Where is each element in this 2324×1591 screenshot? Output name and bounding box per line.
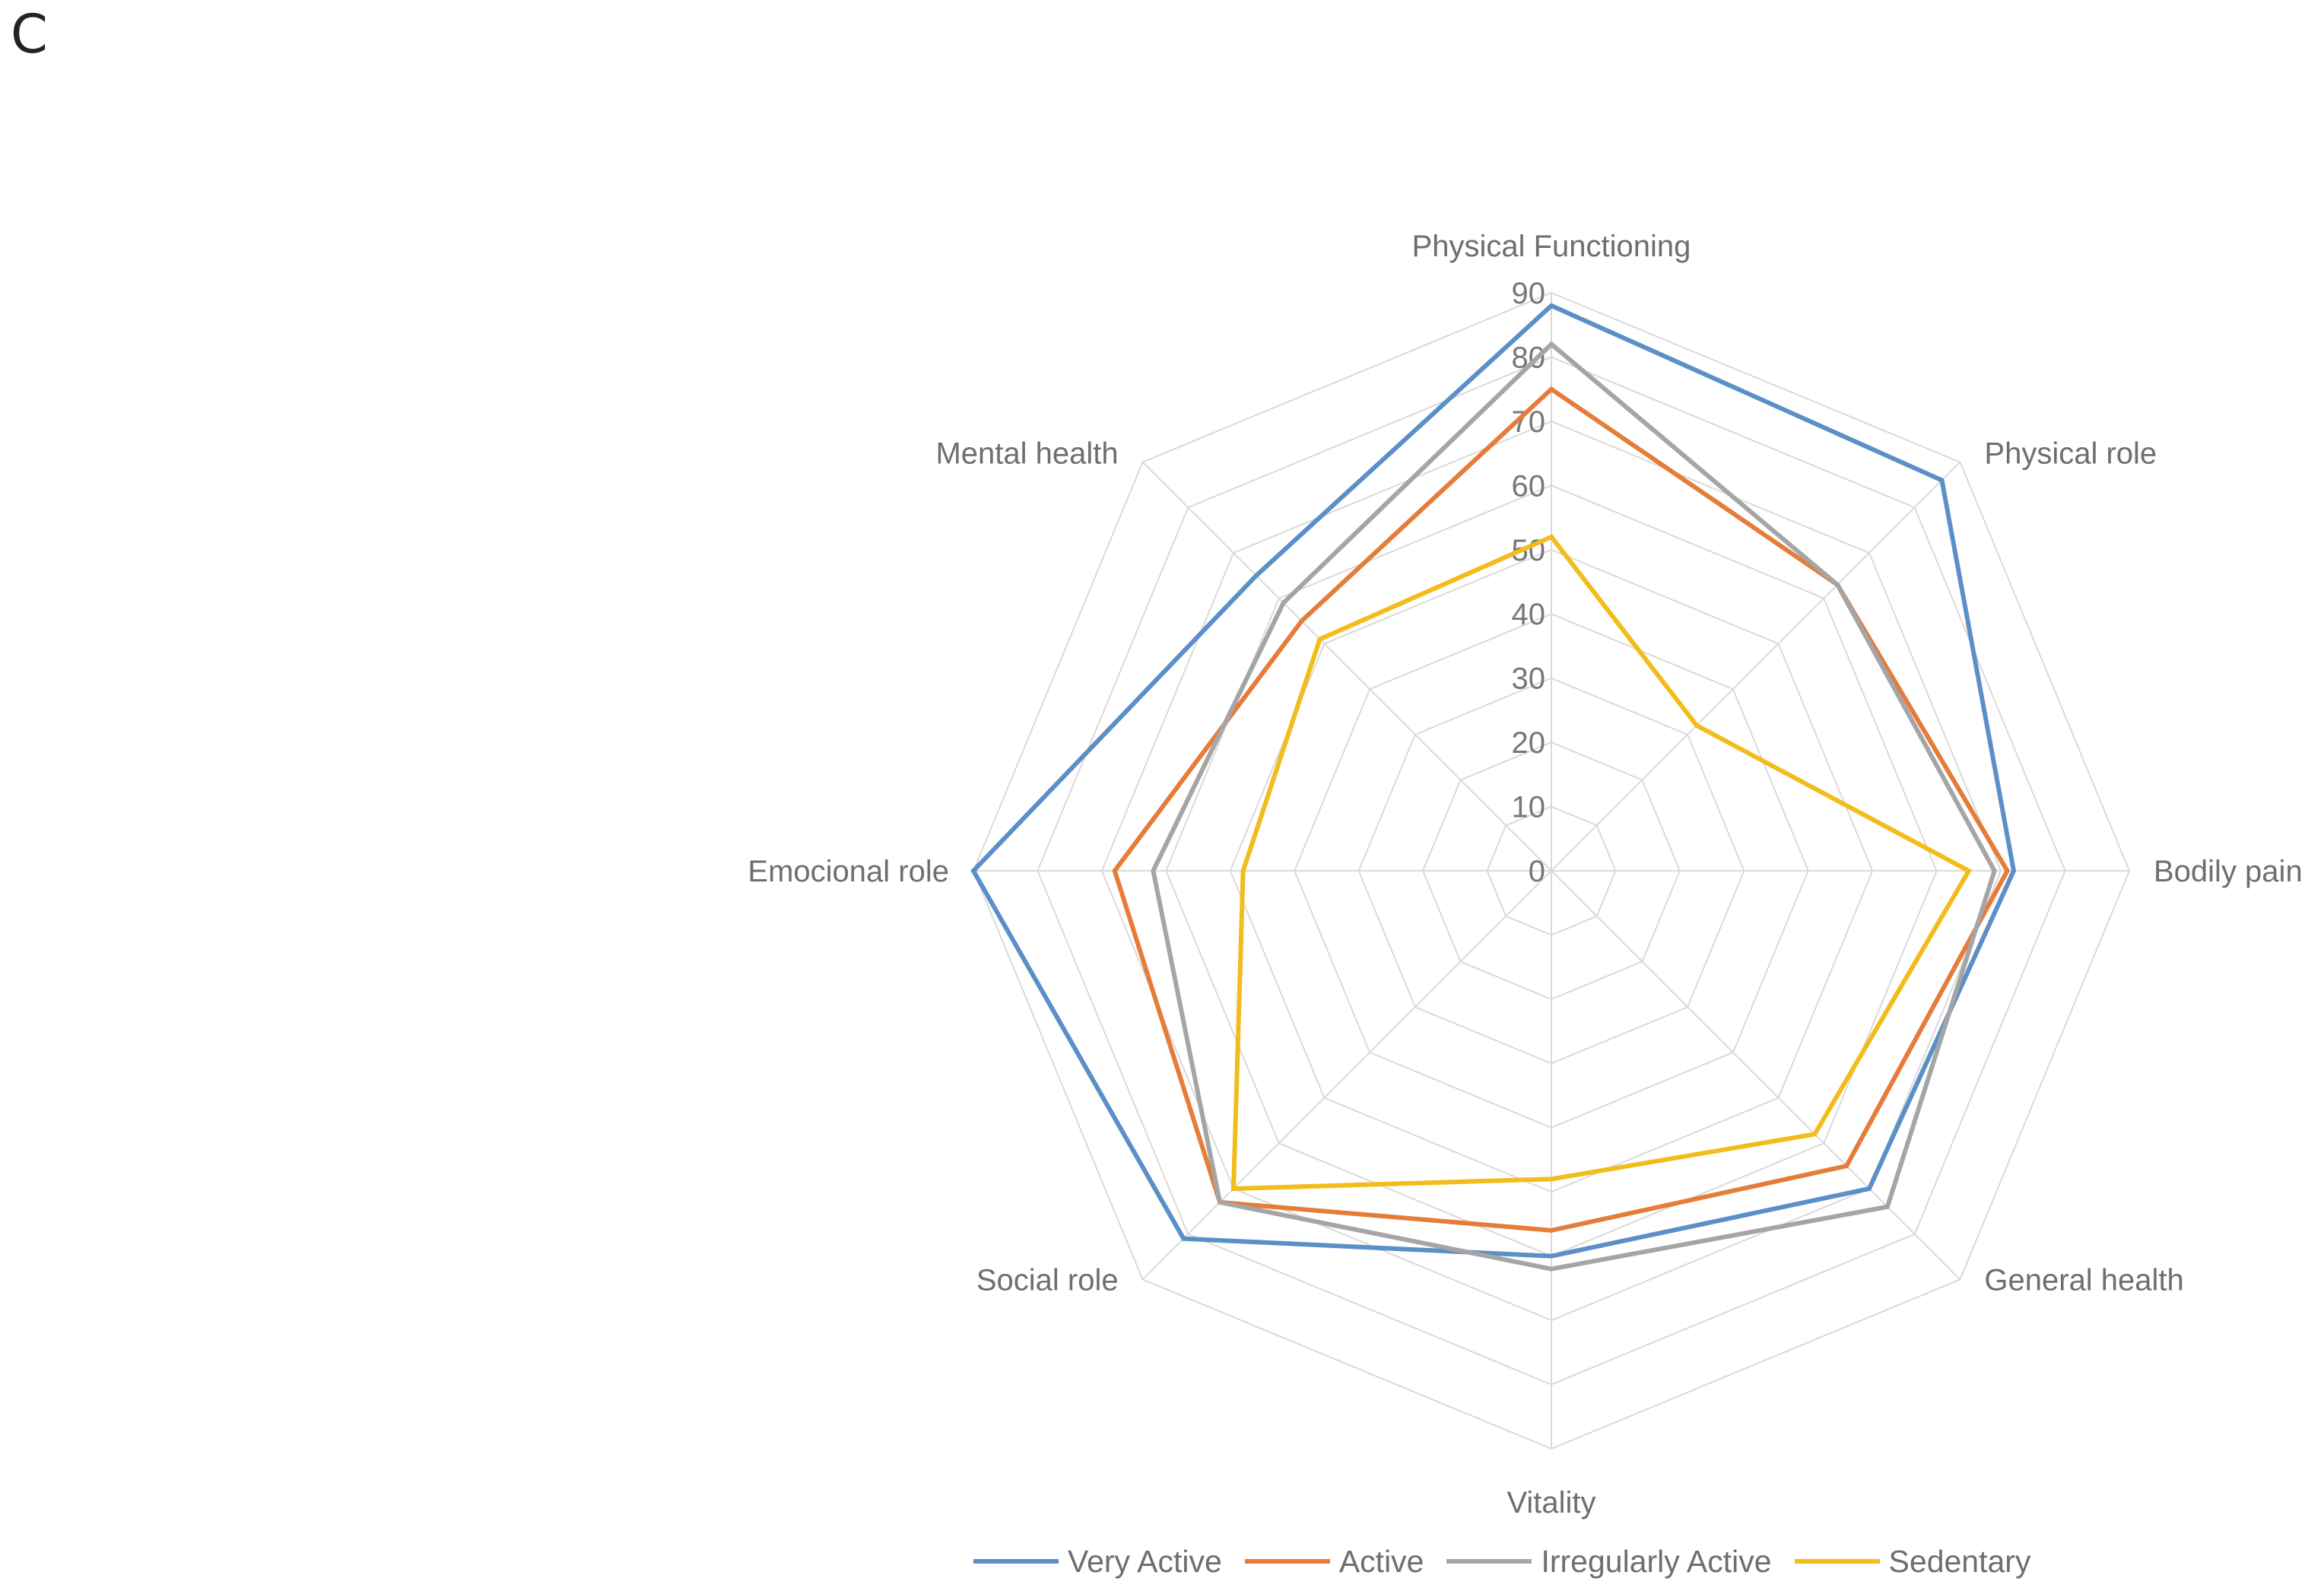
series-lines	[970, 303, 2017, 1272]
series-irregularly-active	[1151, 341, 1997, 1272]
tick-label-60: 60	[1512, 469, 1546, 503]
legend-item-sedentary: Sedentary	[1794, 1543, 2031, 1580]
axis-labels: Physical Functioning Physical role Bodily …	[748, 230, 2302, 1520]
tick-label-10: 10	[1512, 791, 1546, 824]
spoke-social-role	[1141, 870, 1552, 1281]
legend-swatch-irregularly-active	[1446, 1559, 1532, 1564]
legend-swatch-sedentary	[1794, 1559, 1880, 1564]
legend-label-sedentary: Sedentary	[1888, 1543, 2031, 1579]
legend-item-irregularly-active: Irregularly Active	[1446, 1543, 1772, 1580]
legend: Very Active Active Irregularly Active Seden…	[973, 1540, 2053, 1583]
axis-label-emocional-role: Emocional role	[748, 855, 949, 888]
axis-label-physical-functioning: Physical Functioning	[1412, 230, 1691, 263]
tick-label-40: 40	[1512, 598, 1546, 631]
spoke-physical-role	[1551, 461, 1961, 872]
axis-label-social-role: Social role	[976, 1263, 1119, 1297]
tick-label-30: 30	[1512, 662, 1546, 696]
legend-item-active: Active	[1244, 1543, 1424, 1580]
tick-label-90: 90	[1512, 277, 1546, 310]
axis-label-vitality: Vitality	[1506, 1486, 1595, 1520]
axis-label-physical-role: Physical role	[1984, 437, 2157, 471]
legend-label-very-active: Very Active	[1068, 1543, 1222, 1579]
legend-swatch-very-active	[973, 1559, 1059, 1564]
legend-item-very-active: Very Active	[973, 1544, 1222, 1580]
spoke-mental-health	[1141, 461, 1552, 872]
legend-label-irregularly-active: Irregularly Active	[1541, 1543, 1772, 1579]
series-very-active	[970, 303, 2017, 1259]
radar-grid	[972, 291, 2131, 1450]
tick-label-20: 20	[1512, 726, 1546, 760]
axis-label-general-health: General health	[1984, 1263, 2183, 1297]
axis-label-bodily-pain: Bodily pain	[2154, 855, 2303, 888]
spoke-general-health	[1551, 870, 1961, 1281]
panel-label: C	[11, 3, 48, 65]
axis-label-mental-health: Mental health	[935, 437, 1118, 471]
legend-swatch-active	[1244, 1559, 1330, 1564]
tick-label-0: 0	[1529, 855, 1545, 888]
series-active	[1112, 386, 2011, 1233]
series-sedentary	[1230, 534, 1973, 1192]
legend-label-active: Active	[1338, 1543, 1424, 1579]
